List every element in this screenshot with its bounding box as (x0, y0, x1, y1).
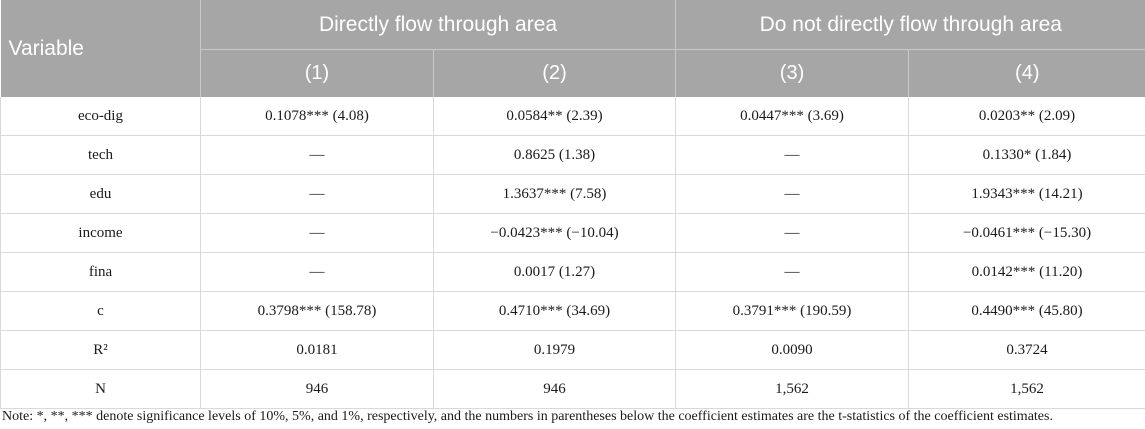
table-row: eco-dig 0.1078*** (4.08) 0.0584** (2.39)… (0, 97, 1145, 136)
table-cell: — (200, 252, 434, 292)
regression-table: Variable Directly flow through area Do n… (0, 0, 1145, 409)
group-header-direct: Directly flow through area (200, 0, 677, 50)
table-cell: 946 (433, 369, 677, 409)
table-row: edu — 1.3637*** (7.58) — 1.9343*** (14.2… (0, 174, 1145, 214)
table-cell: 0.3724 (908, 330, 1145, 370)
table-row: income — −0.0423*** (−10.04) — −0.0461**… (0, 213, 1145, 253)
table-cell: 0.3791*** (190.59) (675, 291, 910, 331)
table-note: Note: *, **, *** denote significance lev… (2, 409, 1053, 424)
table-cell: 1,562 (675, 369, 910, 409)
table-cell: 1.3637*** (7.58) (433, 174, 677, 214)
table-row: tech — 0.8625 (1.38) — 0.1330* (1.84) (0, 135, 1145, 175)
table-cell: 0.0090 (675, 330, 910, 370)
table-cell: — (675, 252, 910, 292)
table-cell: −0.0461*** (−15.30) (908, 213, 1145, 253)
table-row: fina — 0.0017 (1.27) — 0.0142*** (11.20) (0, 252, 1145, 292)
table-cell: 0.1078*** (4.08) (200, 97, 434, 136)
row-label: R² (0, 330, 201, 370)
table-row: R² 0.0181 0.1979 0.0090 0.3724 (0, 330, 1145, 370)
table-cell: 946 (200, 369, 434, 409)
table-cell: — (675, 174, 910, 214)
row-label: eco-dig (0, 97, 201, 136)
table-cell: 0.0447*** (3.69) (675, 97, 910, 136)
table-cell: 0.3798*** (158.78) (200, 291, 434, 331)
table-header: Variable Directly flow through area Do n… (0, 0, 1145, 97)
col-header-1: (1) (200, 49, 434, 97)
table-cell: — (200, 213, 434, 253)
row-label: c (0, 291, 201, 331)
row-label: tech (0, 135, 201, 175)
table-cell: — (675, 135, 910, 175)
table-cell: 0.0017 (1.27) (433, 252, 677, 292)
table-cell: 0.0584** (2.39) (433, 97, 677, 136)
table-row: N 946 946 1,562 1,562 (0, 369, 1145, 409)
table-cell: 1.9343*** (14.21) (908, 174, 1145, 214)
variable-header: Variable (0, 0, 201, 97)
table-body: eco-dig 0.1078*** (4.08) 0.0584** (2.39)… (0, 97, 1145, 409)
table-cell: — (200, 174, 434, 214)
table-cell: 1,562 (908, 369, 1145, 409)
row-label: fina (0, 252, 201, 292)
row-label: edu (0, 174, 201, 214)
table-cell: — (200, 135, 434, 175)
table-cell: 0.0181 (200, 330, 434, 370)
table-cell: 0.0203** (2.09) (908, 97, 1145, 136)
table-cell: 0.1330* (1.84) (908, 135, 1145, 175)
row-label: N (0, 369, 201, 409)
col-header-2: (2) (433, 49, 677, 97)
table-cell: 0.4710*** (34.69) (433, 291, 677, 331)
group-header-indirect: Do not directly flow through area (675, 0, 1145, 50)
table-row: c 0.3798*** (158.78) 0.4710*** (34.69) 0… (0, 291, 1145, 331)
table-cell: −0.0423*** (−10.04) (433, 213, 677, 253)
row-label: income (0, 213, 201, 253)
col-header-4: (4) (908, 49, 1145, 97)
table-cell: 0.0142*** (11.20) (908, 252, 1145, 292)
table-cell: 0.4490*** (45.80) (908, 291, 1145, 331)
table-cell: 0.1979 (433, 330, 677, 370)
col-header-3: (3) (675, 49, 910, 97)
table-cell: 0.8625 (1.38) (433, 135, 677, 175)
table-cell: — (675, 213, 910, 253)
